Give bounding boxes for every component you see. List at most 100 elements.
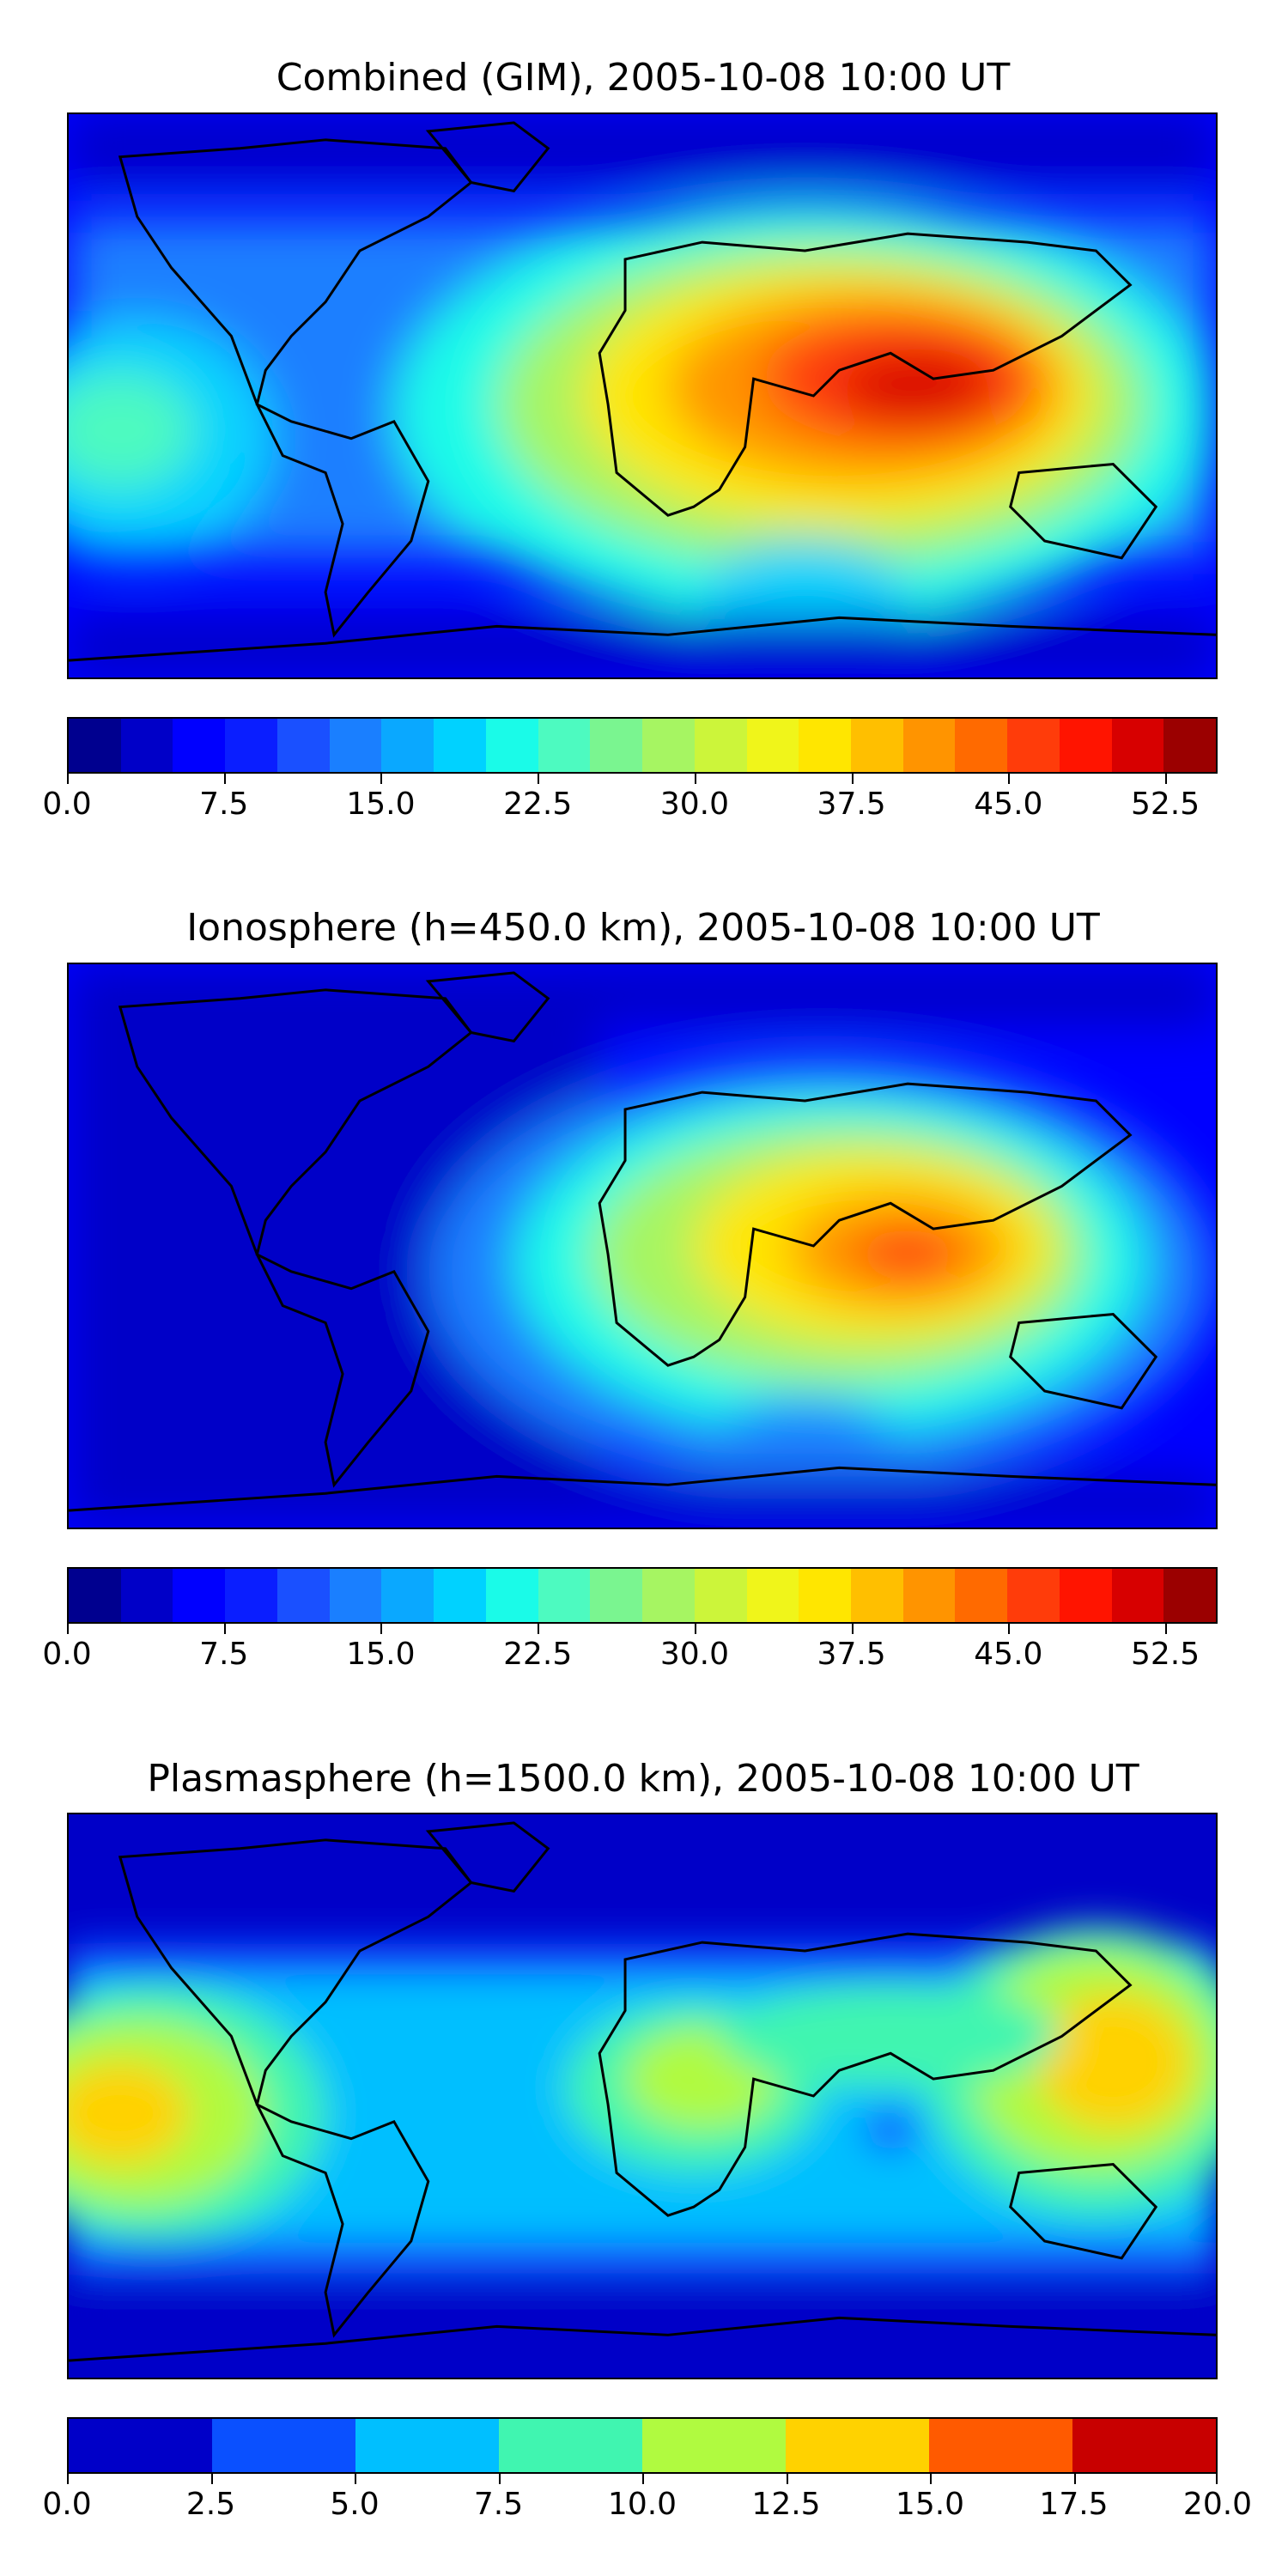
colorbar-tick-label: 52.5 xyxy=(1131,787,1200,822)
colorbar-segment xyxy=(381,1569,434,1622)
colorbar-tick xyxy=(1008,774,1011,784)
colorbar-tick xyxy=(642,2474,644,2484)
colorbar-segment xyxy=(329,719,382,772)
colorbar-segment xyxy=(1007,719,1060,772)
colorbar-tick xyxy=(1216,2474,1218,2484)
colorbar-tick xyxy=(223,1624,226,1634)
colorbar-segment xyxy=(1111,1569,1164,1622)
colorbar-plasmasphere xyxy=(67,2417,1218,2474)
colorbar-tick xyxy=(380,774,383,784)
colorbar-segment xyxy=(851,719,903,772)
colorbar-tick-label: 15.0 xyxy=(346,787,416,822)
colorbar-tick-label: 7.5 xyxy=(199,1637,249,1672)
colorbar-ticks-ionosphere: 0.0 7.5 15.0 22.5 30.0 37.5 45.0 52.5 xyxy=(42,1624,1218,1675)
colorbar-tick-label: 20.0 xyxy=(1182,2487,1253,2522)
colorbar-tick-label: 15.0 xyxy=(895,2487,965,2522)
colorbar-tick xyxy=(538,774,540,784)
colorbar-tick xyxy=(67,2474,69,2484)
colorbar-segment xyxy=(538,1569,591,1622)
colorbar-tick xyxy=(538,1624,540,1634)
panel-title-plasmasphere: Plasmasphere (h=1500.0 km), 2005-10-08 1… xyxy=(147,1757,1139,1801)
map-plasmasphere xyxy=(67,1813,1218,2379)
colorbar-tick xyxy=(355,2474,356,2484)
colorbar-tick xyxy=(67,1624,69,1634)
tec-map-ionosphere xyxy=(69,964,1216,1528)
colorbar-tick xyxy=(223,774,226,784)
panel-title-ionosphere: Ionosphere (h=450.0 km), 2005-10-08 10:0… xyxy=(186,906,1100,950)
colorbar-tick xyxy=(786,2474,788,2484)
colorbar-segment xyxy=(1163,719,1216,772)
colorbar-segment xyxy=(799,1569,852,1622)
colorbar-tick-label: 0.0 xyxy=(42,1637,92,1672)
colorbar-segment xyxy=(929,2419,1072,2472)
colorbar-tick xyxy=(498,2474,501,2484)
colorbar-tick-label: 5.0 xyxy=(330,2487,380,2522)
colorbar-segment xyxy=(69,2419,212,2472)
colorbar-tick-label: 45.0 xyxy=(974,787,1043,822)
colorbar-segment xyxy=(69,719,121,772)
colorbar-segment xyxy=(212,2419,355,2472)
colorbar-tick-label: 22.5 xyxy=(503,1637,573,1672)
colorbar-segment xyxy=(225,1569,277,1622)
colorbar-ionosphere xyxy=(67,1567,1218,1624)
colorbar-tick-label: 30.0 xyxy=(659,787,729,822)
colorbar-segment xyxy=(276,1569,330,1622)
colorbar-tick-label: 12.5 xyxy=(751,2487,821,2522)
colorbar-segment xyxy=(120,719,173,772)
colorbar-segment xyxy=(434,1569,486,1622)
colorbar-tick-label: 52.5 xyxy=(1131,1637,1200,1672)
colorbar-segment xyxy=(120,1569,173,1622)
colorbar-tick-label: 37.5 xyxy=(817,1637,886,1672)
colorbar-segment xyxy=(955,1569,1008,1622)
coastlines xyxy=(69,971,1216,1512)
colorbar-segment xyxy=(1072,2419,1216,2472)
colorbar-segment xyxy=(902,719,956,772)
colorbar-segment xyxy=(746,719,799,772)
colorbar-segment xyxy=(799,719,852,772)
map-combined xyxy=(67,112,1218,679)
colorbar-tick xyxy=(1165,774,1168,784)
tec-map-combined xyxy=(69,114,1216,677)
colorbar-segment xyxy=(381,719,434,772)
colorbar-segment xyxy=(955,719,1008,772)
colorbar-ticks-combined: 0.0 7.5 15.0 22.5 30.0 37.5 45.0 52.5 xyxy=(42,774,1218,825)
colorbar-segment xyxy=(642,2419,786,2472)
colorbar-tick xyxy=(851,774,854,784)
colorbar-segment xyxy=(590,1569,643,1622)
colorbar-segment xyxy=(746,1569,799,1622)
colorbar-segment xyxy=(642,1569,695,1622)
colorbar-tick-label: 45.0 xyxy=(974,1637,1043,1672)
colorbar-ticks-plasmasphere: 0.0 2.5 5.0 7.5 10.0 12.5 15.0 17.5 20.0 xyxy=(42,2474,1252,2525)
colorbar-tick xyxy=(694,1624,696,1634)
colorbar-segment xyxy=(499,2419,642,2472)
colorbar-segment xyxy=(1059,719,1112,772)
colorbar-segment xyxy=(485,719,538,772)
colorbar-tick xyxy=(694,774,696,784)
colorbar-tick xyxy=(1073,2474,1076,2484)
colorbar-segment xyxy=(276,719,330,772)
colorbar-segment xyxy=(902,1569,956,1622)
colorbar-tick xyxy=(1008,1624,1011,1634)
colorbar-tick-label: 0.0 xyxy=(42,787,92,822)
colorbar-segment xyxy=(69,1569,121,1622)
colorbar-segment xyxy=(1007,1569,1060,1622)
coastlines xyxy=(69,121,1216,662)
panel-title-combined: Combined (GIM), 2005-10-08 10:00 UT xyxy=(276,56,1011,100)
colorbar-tick-label: 22.5 xyxy=(503,787,573,822)
colorbar-segment xyxy=(173,719,226,772)
colorbar-segment xyxy=(329,1569,382,1622)
colorbar-segment xyxy=(434,719,486,772)
colorbar-segment xyxy=(786,2419,929,2472)
colorbar-tick-label: 0.0 xyxy=(42,2487,92,2522)
colorbar-tick-label: 37.5 xyxy=(817,787,886,822)
colorbar-tick xyxy=(380,1624,383,1634)
colorbar-tick-label: 10.0 xyxy=(607,2487,677,2522)
colorbar-segment xyxy=(1163,1569,1216,1622)
colorbar-tick xyxy=(1165,1624,1168,1634)
colorbar-segment xyxy=(485,1569,538,1622)
colorbar-segment xyxy=(225,719,277,772)
colorbar-segment xyxy=(538,719,591,772)
colorbar-tick xyxy=(210,2474,213,2484)
colorbar-segment xyxy=(1111,719,1164,772)
colorbar-segment xyxy=(694,719,747,772)
